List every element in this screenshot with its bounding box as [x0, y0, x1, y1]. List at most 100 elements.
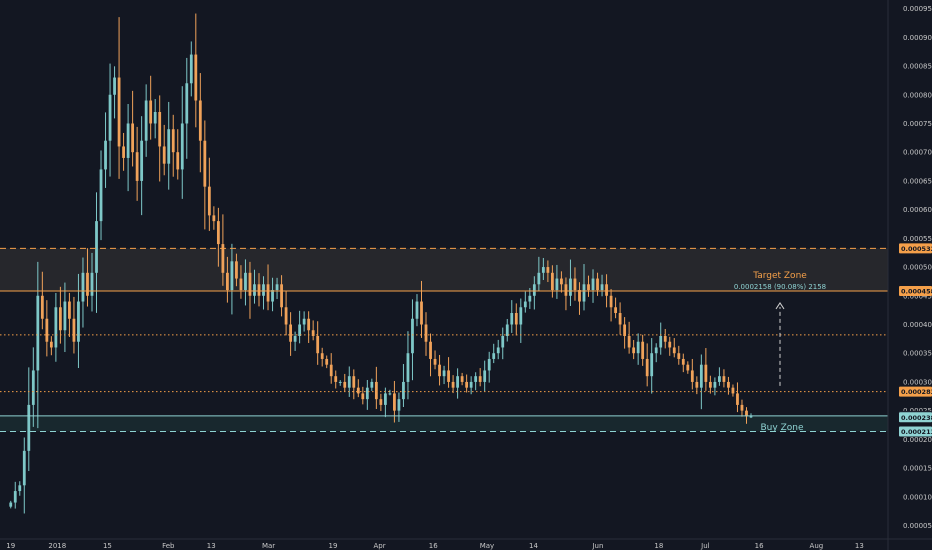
candle-body [415, 301, 419, 319]
candle [27, 367, 31, 472]
candle [307, 311, 311, 343]
candle-body [596, 278, 599, 291]
candle [262, 276, 265, 310]
candle [235, 253, 238, 287]
candle-body [316, 335, 320, 354]
candle-body [474, 376, 478, 382]
candle-body [9, 502, 13, 507]
candle [487, 351, 491, 383]
candle [537, 256, 541, 292]
candle [68, 292, 71, 337]
time-axis[interactable]: 19 2018 15 Feb 13 Mar 19 Apr 16 May 14 Jun 18 Jul 16 Au… [0, 538, 932, 550]
candle-body [718, 376, 721, 382]
candle [650, 338, 654, 394]
candle-body [68, 301, 71, 319]
candle-body [253, 284, 256, 296]
candle-body [338, 381, 342, 383]
buy-zone-title: Buy Zone [761, 423, 804, 433]
candle [361, 386, 365, 405]
candle [81, 257, 85, 328]
candle-body [203, 140, 207, 187]
svg-text:0.0005325: 0.0005325 [901, 245, 932, 253]
time-tick-label: 14 [529, 542, 538, 550]
candle [722, 369, 726, 388]
time-tick-label: 15 [103, 542, 112, 550]
candle [704, 348, 708, 391]
candle [334, 370, 338, 389]
candle [731, 384, 735, 397]
candle-body [365, 387, 369, 400]
candle-body [745, 410, 748, 417]
candle-body [695, 381, 699, 388]
candle-body [686, 364, 690, 371]
price-tick-label: 0.0005000 [903, 264, 932, 272]
candle [311, 320, 315, 341]
candle-body [677, 353, 681, 359]
candle [564, 277, 568, 311]
candle [18, 481, 22, 496]
candle [343, 373, 347, 392]
candle-body [302, 318, 306, 325]
buy-zone-band [0, 415, 888, 432]
candle-body [230, 261, 234, 291]
candle-body [632, 347, 636, 354]
candle-body [13, 491, 17, 503]
candle [447, 357, 450, 388]
time-tick-label: May [480, 542, 494, 550]
candle [587, 275, 590, 297]
candle-body [271, 290, 274, 302]
candle-body [523, 301, 527, 308]
candle-body [289, 324, 292, 342]
candle-body [284, 307, 288, 325]
candle [411, 299, 414, 381]
candle [469, 376, 473, 395]
candle-body [519, 307, 523, 325]
candle [40, 271, 44, 330]
candle-body [370, 381, 374, 388]
candle-body [708, 381, 712, 388]
target-zone-band [0, 248, 888, 291]
candle-body [442, 370, 446, 377]
candle [22, 437, 26, 514]
candle [9, 500, 13, 509]
candle [113, 66, 116, 119]
candle-body [379, 399, 383, 405]
candle [708, 375, 712, 394]
time-tick-label: 19 [329, 542, 338, 550]
candle [523, 291, 527, 313]
candle [474, 372, 478, 391]
price-tick-label: 0.0002000 [903, 436, 932, 444]
candle [135, 126, 139, 201]
candle [320, 347, 324, 367]
candle-body [668, 341, 672, 348]
candle-body [18, 485, 22, 492]
candle-body [451, 381, 455, 388]
candle [158, 95, 162, 182]
candle-body [27, 404, 31, 451]
candle [253, 269, 256, 304]
candle [609, 289, 613, 322]
candle-body [54, 307, 58, 348]
candle-body [469, 381, 473, 388]
candle [198, 73, 202, 173]
candle [636, 333, 640, 365]
candle [203, 120, 207, 230]
candle [289, 312, 292, 356]
candle-body [501, 335, 505, 348]
candle-body [49, 341, 53, 348]
time-tick-label: Apr [373, 542, 385, 550]
candle [510, 300, 514, 333]
candle [406, 331, 410, 400]
candle-body [374, 381, 378, 400]
candle-body [582, 284, 586, 302]
price-axis[interactable]: 0.00005000.00010000.00015000.00020000.00… [887, 0, 932, 550]
candle-body [623, 324, 627, 336]
candle-body [334, 376, 338, 382]
svg-text:0.0002385: 0.0002385 [901, 414, 932, 422]
candle [672, 338, 676, 358]
candle-body [149, 100, 153, 124]
candle-body [736, 393, 739, 405]
candle [54, 292, 58, 362]
candle-body [189, 54, 193, 84]
